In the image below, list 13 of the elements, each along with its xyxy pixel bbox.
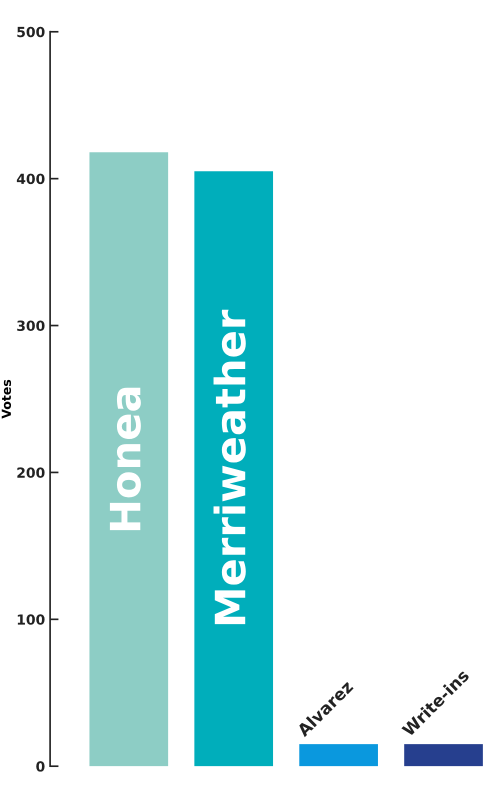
x-tick-label: Merriweather — [214, 310, 246, 624]
y-tick-label: 300 — [17, 320, 45, 332]
y-tick-label: 0 — [36, 761, 45, 772]
y-tick-label: 500 — [17, 26, 45, 38]
y-tick-label: 400 — [16, 174, 45, 184]
bar — [299, 744, 378, 766]
bar — [404, 744, 483, 766]
bar — [89, 152, 168, 766]
x-tick-label: Honea — [110, 388, 141, 530]
bar — [194, 171, 274, 766]
y-axis-title: Votes — [2, 380, 12, 419]
y-tick-label: 200 — [17, 467, 45, 478]
y-tick-label: 100 — [18, 614, 45, 625]
